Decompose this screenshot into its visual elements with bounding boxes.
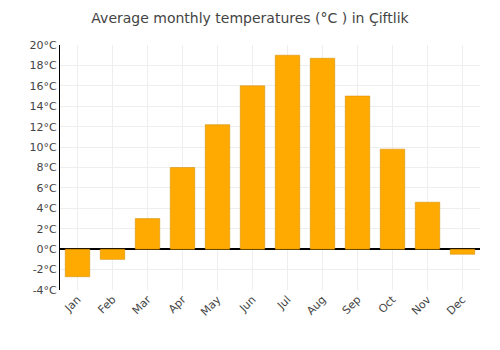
svg-text:8°C: 8°C bbox=[37, 161, 57, 174]
svg-text:4°C: 4°C bbox=[37, 202, 57, 215]
svg-text:Nov: Nov bbox=[409, 293, 434, 318]
svg-text:0°C: 0°C bbox=[37, 243, 57, 256]
svg-text:Sep: Sep bbox=[340, 293, 364, 317]
svg-text:2°C: 2°C bbox=[37, 223, 57, 236]
svg-text:18°C: 18°C bbox=[30, 59, 57, 72]
svg-text:Average monthly temperatures (: Average monthly temperatures (°C ) in Çi… bbox=[91, 10, 409, 26]
svg-text:Mar: Mar bbox=[130, 293, 154, 317]
svg-text:May: May bbox=[198, 293, 224, 319]
svg-text:20°C: 20°C bbox=[30, 39, 57, 52]
svg-text:-2°C: -2°C bbox=[33, 263, 57, 276]
svg-text:Oct: Oct bbox=[376, 293, 399, 316]
svg-text:14°C: 14°C bbox=[30, 100, 57, 113]
svg-text:-4°C: -4°C bbox=[33, 284, 57, 297]
svg-text:Dec: Dec bbox=[444, 293, 468, 317]
svg-text:Jan: Jan bbox=[62, 293, 84, 315]
svg-text:10°C: 10°C bbox=[30, 141, 57, 154]
svg-text:6°C: 6°C bbox=[37, 182, 57, 195]
svg-text:Aug: Aug bbox=[304, 293, 328, 317]
svg-text:Jul: Jul bbox=[274, 293, 293, 312]
svg-text:16°C: 16°C bbox=[30, 80, 57, 93]
svg-text:Feb: Feb bbox=[96, 293, 119, 316]
svg-text:Jun: Jun bbox=[236, 293, 258, 315]
svg-text:12°C: 12°C bbox=[30, 121, 57, 134]
svg-text:Apr: Apr bbox=[166, 293, 189, 316]
